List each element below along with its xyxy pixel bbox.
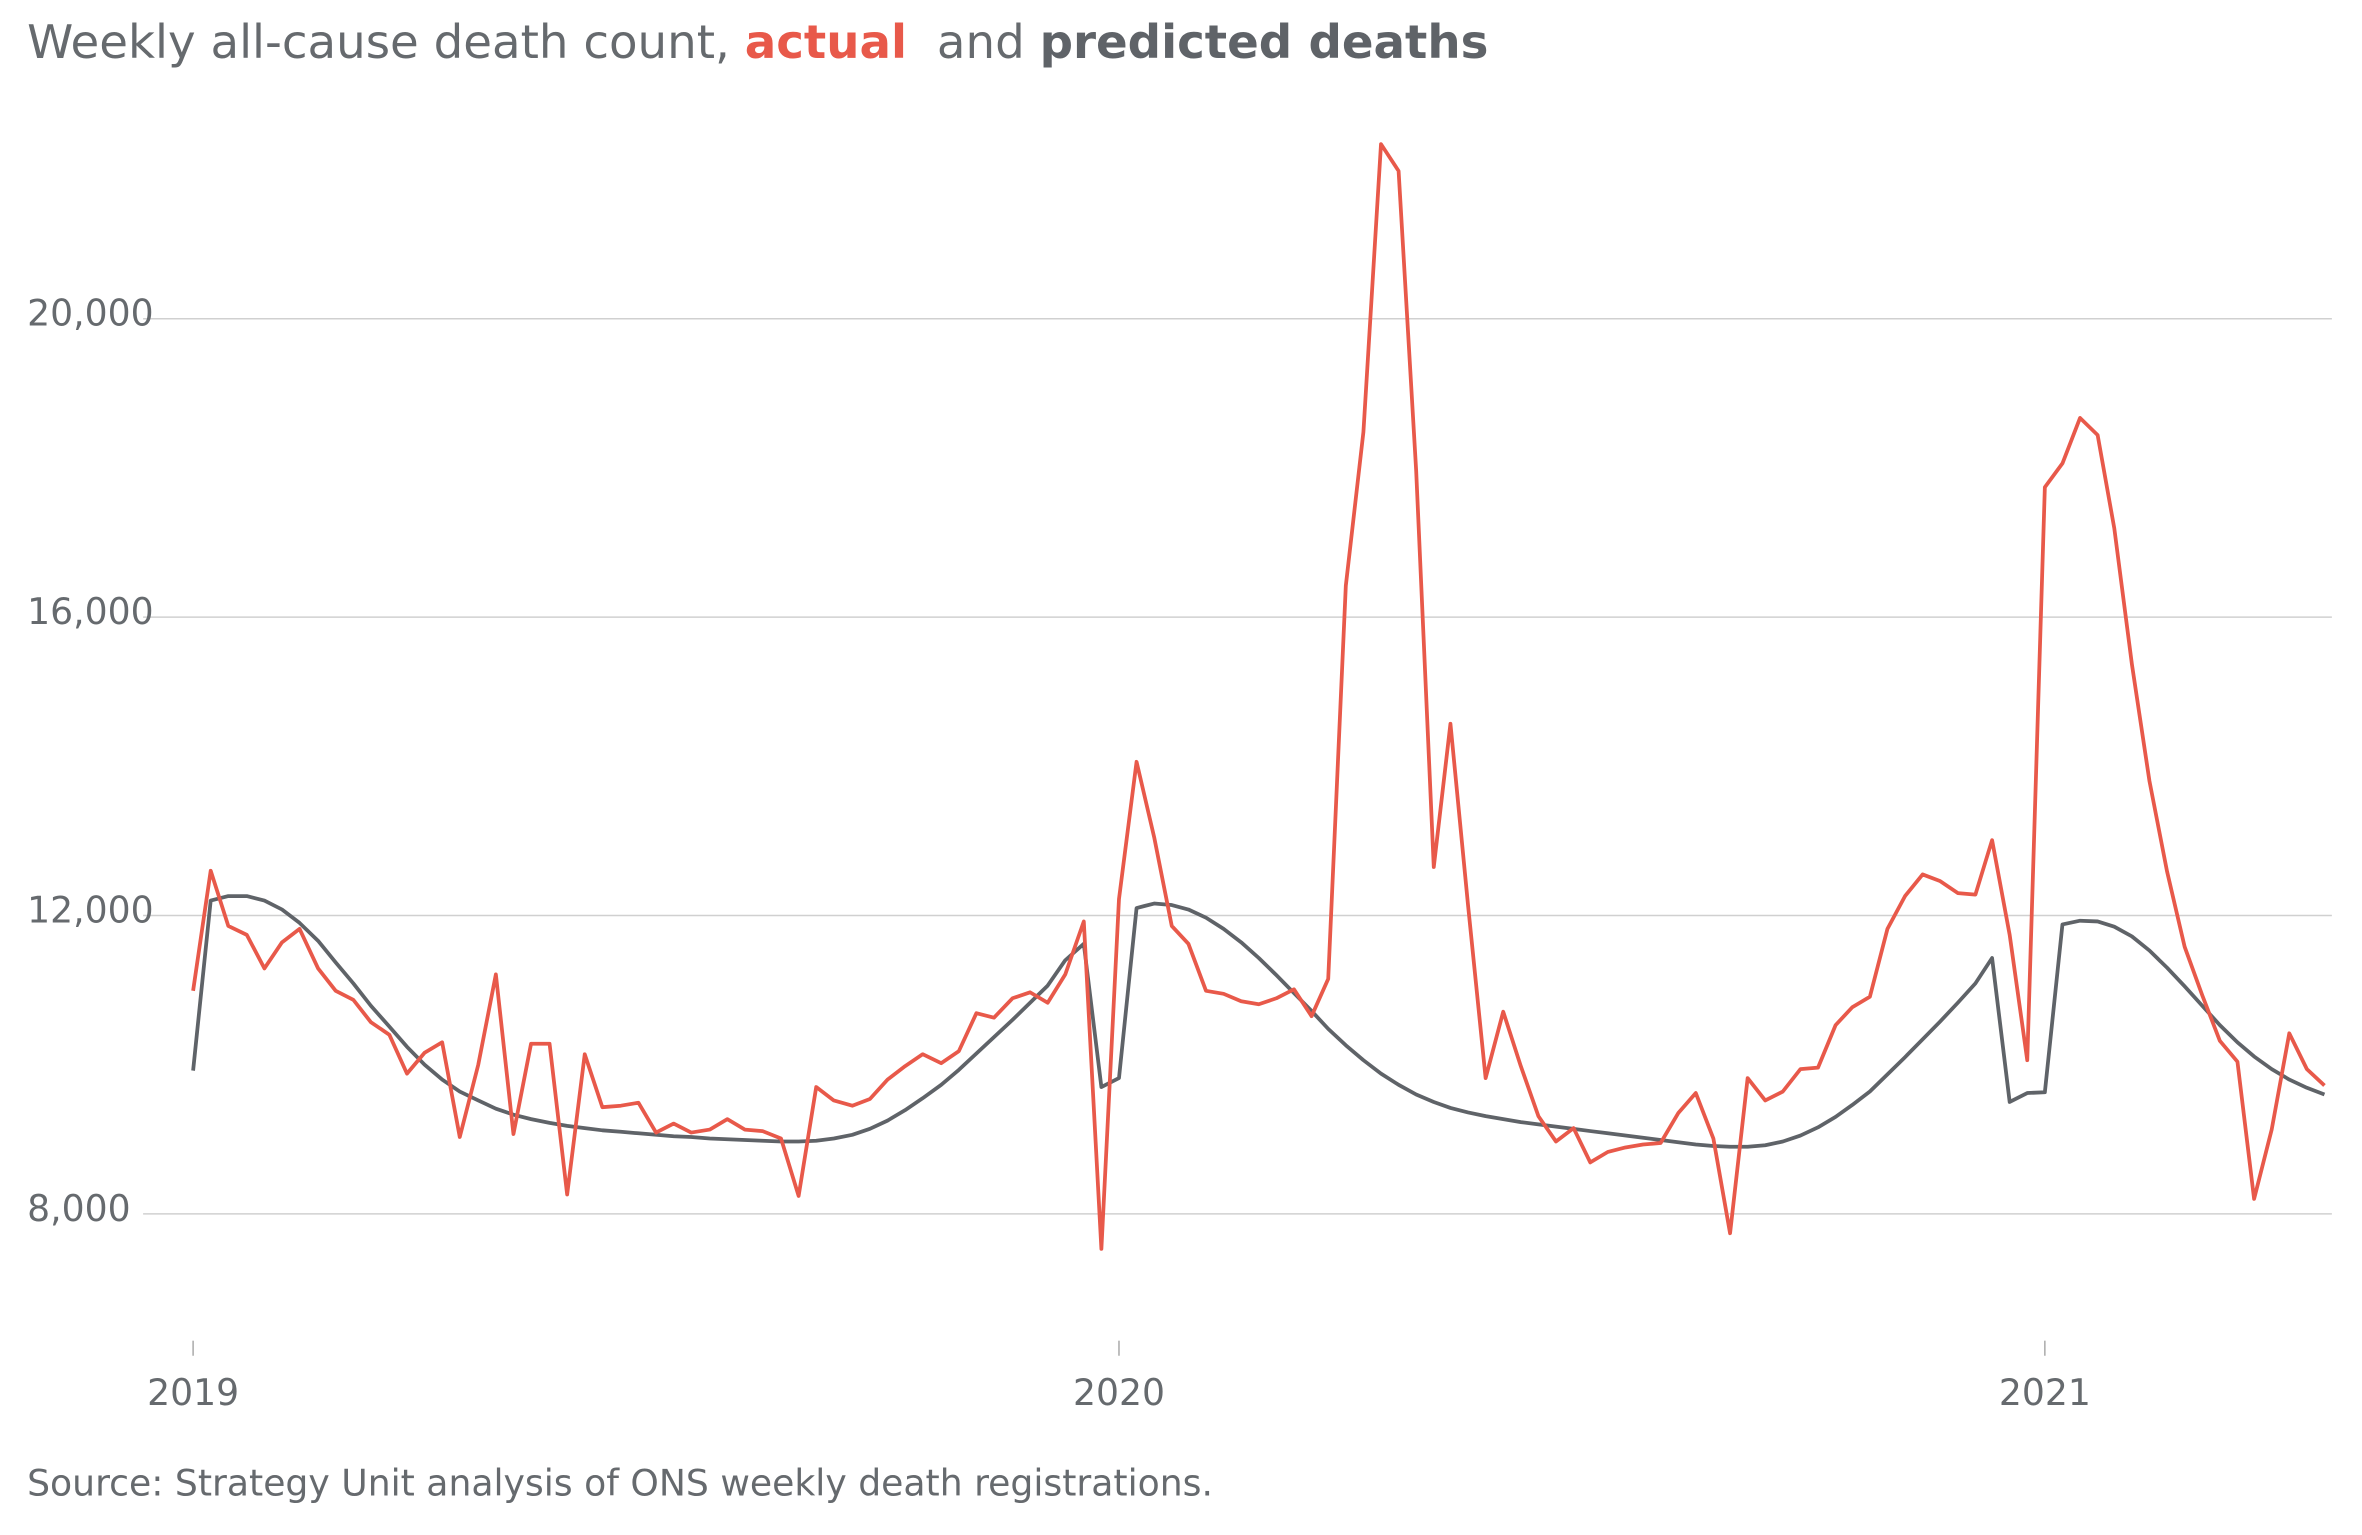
title-joiner: and — [937, 16, 1025, 70]
data-line — [191, 894, 2326, 1149]
data-line — [191, 142, 2326, 1251]
y-tick-label: 20,000 — [27, 292, 153, 335]
legend-entry: actual — [745, 16, 907, 70]
x-tick-label: 2019 — [147, 1371, 239, 1414]
y-tick-label: 16,000 — [27, 590, 153, 633]
y-tick-label: 8,000 — [27, 1187, 130, 1230]
y-tick-label: 12,000 — [27, 888, 153, 931]
x-tick-label: 2021 — [1999, 1371, 2091, 1414]
x-tick-label: 2020 — [1073, 1371, 1165, 1414]
title-text: Weekly all-cause death count, — [27, 16, 730, 70]
chart-title: Weekly all-cause death count, actual and… — [27, 16, 1488, 70]
source-note: Source: Strategy Unit analysis of ONS we… — [27, 1461, 1213, 1504]
legend-entry: predicted deaths — [1040, 16, 1489, 70]
